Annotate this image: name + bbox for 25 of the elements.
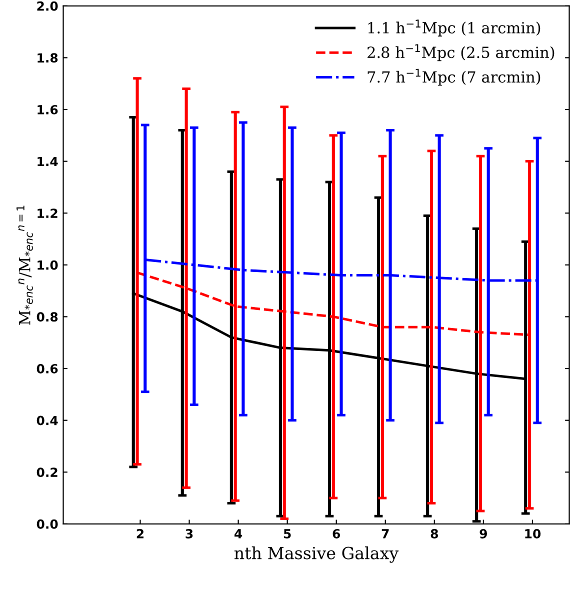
y-tick-label: 1.4 — [38, 156, 58, 166]
x-tick-label: 9 — [480, 529, 487, 538]
x-tick-label: 10 — [525, 529, 541, 538]
y-tick-label: 0.2 — [36, 468, 58, 478]
x-tick-label: 4 — [234, 529, 242, 538]
y-axis-title: M$_{*enc}$$^{n}$/M$_{*enc}$$^{n=1}$ — [16, 206, 33, 325]
x-tick-label: 8 — [430, 529, 438, 538]
y-tick-label: 0.0 — [36, 519, 58, 529]
x-axis-title: nth Massive Galaxy — [234, 546, 399, 563]
x-tick-label: 5 — [284, 529, 291, 538]
y-tick-label: 0.8 — [36, 312, 58, 322]
x-tick-label: 7 — [382, 529, 389, 538]
y-tick-label: 1.6 — [38, 104, 58, 114]
x-tick-label: 3 — [186, 529, 193, 538]
x-tick-label: 2 — [136, 529, 144, 538]
legend-label: 1.1 h$^{−1}$Mpc (1 arcmin) — [368, 20, 540, 36]
y-tick-label: 0.4 — [36, 416, 58, 426]
y-tick-label: 1.2 — [38, 208, 58, 218]
y-tick-label: 1.8 — [38, 53, 58, 63]
x-tick-label: 6 — [332, 529, 340, 538]
y-tick-label: 1.0 — [38, 260, 58, 270]
y-tick-label: 2.0 — [37, 1, 58, 11]
legend-label: 7.7 h$^{−1}$Mpc (7 arcmin) — [368, 68, 540, 86]
legend-label: 2.8 h$^{−1}$Mpc (2.5 arcmin) — [368, 44, 554, 62]
y-tick-label: 0.6 — [36, 364, 58, 374]
